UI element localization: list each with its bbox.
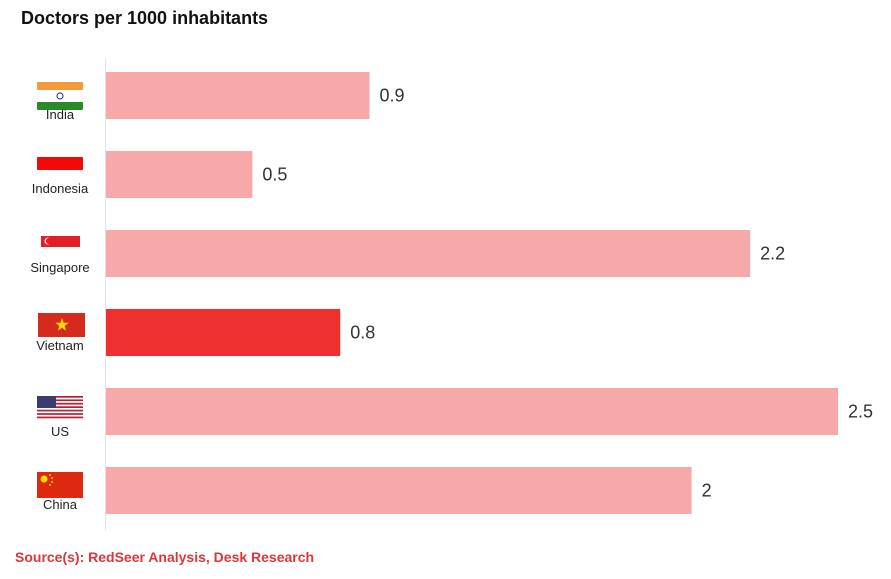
india-flag-icon <box>37 82 83 110</box>
category-label-vietnam: Vietnam <box>36 338 83 353</box>
bar-vietnam <box>106 309 341 356</box>
value-label-singapore: 2.2 <box>760 244 785 264</box>
value-label-us: 2.5 <box>848 402 873 422</box>
category-label-singapore: Singapore <box>30 260 89 275</box>
category-label-india: India <box>46 107 75 122</box>
bar-china <box>106 467 692 514</box>
category-label-us: US <box>51 424 69 439</box>
bar-indonesia <box>106 151 253 198</box>
indonesia-flag-icon <box>37 157 83 170</box>
category-label-indonesia: Indonesia <box>32 181 89 196</box>
bar-singapore <box>106 230 751 277</box>
value-label-china: 2 <box>702 481 712 501</box>
category-label-china: China <box>43 497 78 512</box>
chart-title: Doctors per 1000 inhabitants <box>21 8 269 28</box>
us-flag-icon <box>37 396 83 419</box>
value-label-vietnam: 0.8 <box>350 323 375 343</box>
bar-us <box>106 388 838 435</box>
source-note: Source(s): RedSeer Analysis, Desk Resear… <box>15 549 315 565</box>
bar-india <box>106 72 370 119</box>
vietnam-flag-icon <box>38 313 85 337</box>
value-label-india: 0.9 <box>380 86 405 106</box>
singapore-flag-icon <box>41 236 80 247</box>
value-label-indonesia: 0.5 <box>262 165 287 185</box>
china-flag-icon <box>37 472 83 498</box>
